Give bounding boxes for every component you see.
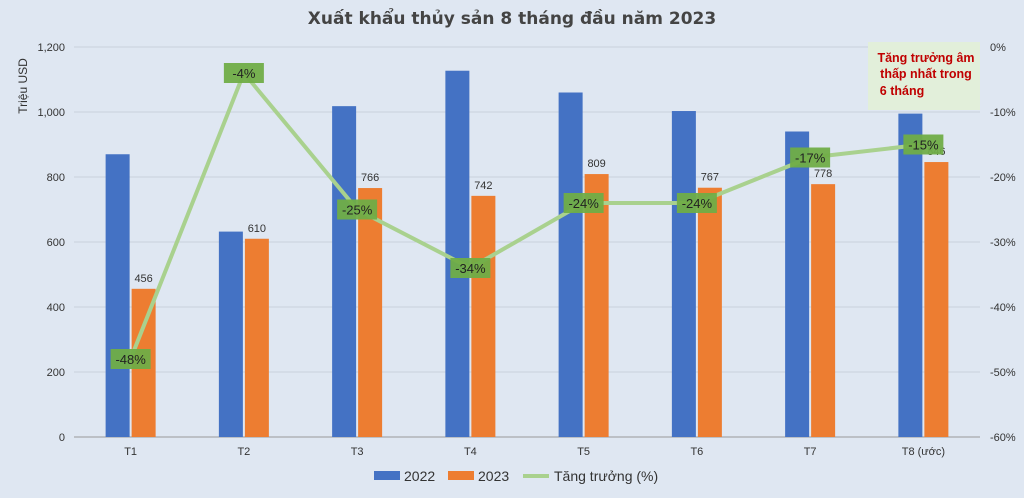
bar-label-2023: 742 xyxy=(474,180,492,192)
annotation-note: Tăng trưởng âm thấp nhất trong 6 tháng xyxy=(868,42,980,110)
y2-tick-label: -50% xyxy=(990,367,1016,379)
y2-tick-label: -20% xyxy=(990,172,1016,184)
legend-swatch-2022 xyxy=(374,471,400,480)
bar-label-2023: 778 xyxy=(814,168,832,180)
growth-label: -24% xyxy=(568,196,599,211)
bar-2022 xyxy=(332,106,357,438)
y-tick-label: 1,200 xyxy=(37,42,65,54)
growth-label: -48% xyxy=(115,352,146,367)
bar-label-2023: 767 xyxy=(701,172,719,184)
bar-2023 xyxy=(584,174,609,437)
bar-2023 xyxy=(924,162,949,438)
growth-label: -17% xyxy=(795,151,826,166)
legend-label-2022: 2022 xyxy=(404,468,435,484)
gridlines xyxy=(74,46,980,438)
bar-2022 xyxy=(558,92,583,437)
growth-label-box xyxy=(676,193,717,213)
annotation-line: 6 tháng xyxy=(880,84,924,98)
growth-label: -15% xyxy=(908,138,939,153)
bar-label-2023: 610 xyxy=(248,223,266,235)
growth-label-box xyxy=(790,147,831,168)
growth-label-box xyxy=(563,193,604,213)
bar-2022 xyxy=(105,154,130,437)
bar-2023 xyxy=(358,188,383,437)
bar-2022 xyxy=(218,231,243,437)
growth-label-box xyxy=(450,258,491,278)
bar-label-2023: 766 xyxy=(361,172,379,184)
bars: 456610766742809767778846 xyxy=(105,70,949,438)
legend-label-growth: Tăng trưởng (%) xyxy=(554,468,658,484)
y-tick-label: 1,000 xyxy=(37,107,65,119)
growth-label: -25% xyxy=(342,203,373,218)
bar-2023 xyxy=(244,238,269,437)
bar-2023 xyxy=(697,187,722,437)
bar-2023 xyxy=(811,184,836,437)
x-tick-label: T8 (ước) xyxy=(902,446,945,458)
chart-title: Xuất khẩu thủy sản 8 tháng đầu năm 2023 xyxy=(308,7,716,29)
x-tick-label: T5 xyxy=(577,446,590,458)
x-tick-label: T3 xyxy=(351,446,364,458)
growth-label-box xyxy=(337,199,378,220)
growth-label: -4% xyxy=(232,66,256,81)
y-tick-label: 400 xyxy=(47,302,65,314)
y2-tick-label: -30% xyxy=(990,237,1016,249)
bar-2022 xyxy=(445,70,470,437)
x-axis-ticks: T1 T2 T3 T4 T5 T6 T7 T8 (ước) xyxy=(124,446,945,458)
x-tick-label: T2 xyxy=(237,446,250,458)
bar-2022 xyxy=(898,113,923,437)
y2-axis-ticks: -60% -50% -40% -30% -20% -10% 0% xyxy=(990,42,1016,444)
y-tick-label: 200 xyxy=(47,367,65,379)
y-tick-label: 0 xyxy=(59,432,65,444)
bar-label-2023: 456 xyxy=(134,273,152,285)
growth-label-box xyxy=(223,63,264,83)
y-axis-label: Triệu USD xyxy=(16,58,30,114)
y-axis-ticks: 0 200 400 600 800 1,000 1,200 xyxy=(37,42,65,444)
annotation-background xyxy=(868,42,980,110)
legend: 2022 2023 Tăng trưởng (%) xyxy=(374,468,658,484)
annotation-line: Tăng trưởng âm xyxy=(877,51,974,65)
y2-tick-label: -40% xyxy=(990,302,1016,314)
bar-label-2023: 809 xyxy=(587,158,605,170)
growth-label: -24% xyxy=(682,196,713,211)
legend-label-2023: 2023 xyxy=(478,468,509,484)
legend-swatch-2023 xyxy=(448,471,474,480)
growth-line-layer: -48% -4% -25% -34% -24% -24% -17% -15% xyxy=(110,63,944,369)
x-tick-label: T6 xyxy=(690,446,703,458)
bar-2023 xyxy=(471,195,496,437)
annotation-line: thấp nhất trong xyxy=(880,67,972,81)
growth-label-box xyxy=(110,349,151,369)
growth-label: -34% xyxy=(455,261,486,276)
x-tick-label: T7 xyxy=(804,446,817,458)
y2-tick-label: -60% xyxy=(990,432,1016,444)
bar-2022 xyxy=(671,111,696,438)
x-tick-label: T4 xyxy=(464,446,477,458)
bar-2022 xyxy=(785,131,810,437)
y-tick-label: 600 xyxy=(47,237,65,249)
x-tick-label: T1 xyxy=(124,446,137,458)
y2-tick-label: -10% xyxy=(990,107,1016,119)
y-tick-label: 800 xyxy=(47,172,65,184)
growth-label-box xyxy=(903,134,944,155)
y2-tick-label: 0% xyxy=(990,42,1006,54)
